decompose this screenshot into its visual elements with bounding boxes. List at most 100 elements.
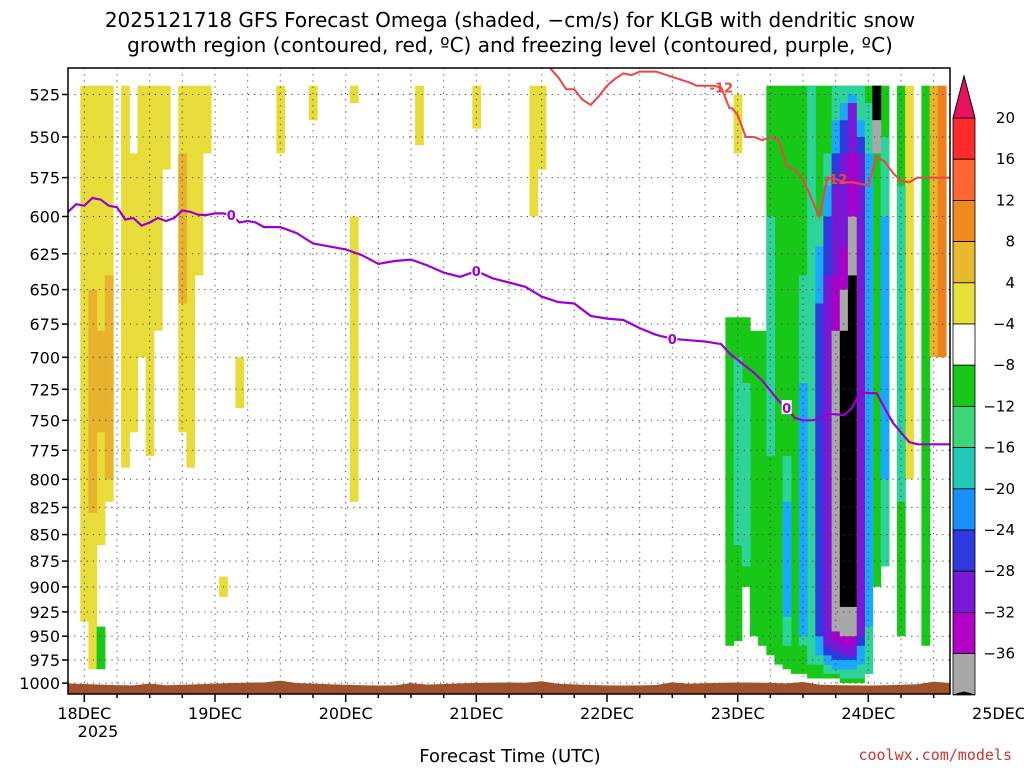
x-tick-label: 18DEC: [57, 704, 111, 723]
omega-cell: [864, 153, 874, 627]
chart-title-line2: growth region (contoured, red, ºC) and f…: [127, 33, 893, 57]
omega-cell: [194, 85, 204, 276]
omega-cell: [415, 85, 424, 146]
omega-cell: [88, 289, 98, 513]
omega-cell: [529, 85, 539, 217]
freezing-level-label: 0: [782, 402, 791, 417]
y-tick-label: 750: [29, 411, 60, 430]
omega-cell: [104, 275, 114, 480]
colorbar-label: 12: [996, 191, 1015, 209]
y-tick-label: 600: [29, 208, 60, 227]
colorbar-swatch: [952, 653, 976, 696]
colorbar-swatch: [952, 323, 976, 366]
omega-cell: [839, 330, 849, 607]
chart-title-line1: 2025121718 GFS Forecast Omega (shaded, −…: [105, 8, 915, 32]
y-tick-label: 825: [29, 498, 60, 517]
freezing-label-bg: [226, 206, 237, 221]
colorbar-swatch: [952, 529, 976, 572]
colorbar-label: 16: [996, 150, 1015, 168]
y-tick-label: 950: [29, 627, 60, 646]
omega-cell: [856, 153, 865, 637]
omega-cell: [153, 85, 163, 331]
omega-cell: [308, 85, 318, 121]
omega-cell: [905, 85, 914, 480]
omega-cell: [178, 153, 188, 304]
colorbar-swatch: [952, 612, 976, 655]
y-tick-label: 925: [29, 603, 60, 622]
colorbar-swatch: [952, 117, 976, 160]
y-tick-label: 900: [29, 578, 60, 597]
omega-cell: [815, 303, 825, 637]
colorbar-label: −4: [993, 315, 1015, 333]
y-axis: 525 550 575 600 625 650 675 700 725 750 775 800 825 8…: [19, 86, 68, 693]
y-tick-label: 975: [29, 651, 60, 670]
omega-cell: [145, 85, 155, 457]
omega-cell: [831, 330, 841, 632]
x-axis-title: Forecast Time (UTC): [419, 746, 600, 767]
omega-cell: [129, 153, 139, 433]
y-tick-label: 700: [29, 348, 60, 367]
omega-cell: [349, 216, 359, 502]
omega-cell: [96, 626, 106, 670]
omega-cell: [766, 216, 776, 457]
y-tick-label: 775: [29, 441, 60, 460]
x-tick-label: 21DEC: [449, 704, 503, 723]
omega-cell: [733, 357, 743, 546]
omega-cell: [235, 357, 245, 409]
omega-cell: [896, 185, 906, 502]
y-tick-label: 650: [29, 281, 60, 300]
omega-cell: [872, 85, 882, 121]
colorbar-bottom-arrow: [952, 691, 976, 696]
omega-cell: [872, 85, 882, 587]
omega-cell: [161, 85, 171, 170]
omega-cell: [774, 85, 784, 665]
colorbar-swatch: [952, 158, 976, 201]
omega-cell: [929, 85, 939, 358]
omega-cell: [186, 85, 196, 468]
colorbar-swatch: [952, 488, 976, 531]
freezing-level-label: 0: [472, 265, 481, 280]
x-subtick-year: 2025: [78, 722, 119, 741]
omega-cell: [847, 275, 857, 607]
dgz-contour-line: [655, 70, 950, 220]
omega-cell: [758, 330, 767, 646]
y-tick-label: 800: [29, 470, 60, 489]
credit-link[interactable]: coolwx.com/models: [858, 746, 1012, 764]
omega-cell: [741, 383, 751, 567]
x-tick-label: 23DEC: [711, 704, 765, 723]
freezing-label-bg: [667, 330, 678, 345]
colorbar-label: 4: [1005, 274, 1015, 292]
contours: 0 0 0 0 -12 -12: [68, 68, 950, 446]
x-tick-label: 24DEC: [841, 704, 895, 723]
y-tick-label: 875: [29, 552, 60, 571]
omega-cell: [472, 85, 482, 129]
y-tick-label: 675: [29, 315, 60, 334]
colorbar-swatch: [952, 282, 976, 325]
colorbar-swatch: [952, 199, 976, 242]
y-tick-label: 550: [29, 128, 60, 147]
colorbar: 20 16 12 8 4 −4 −8 −12 −16 −20 −24 −28 −32 −36: [952, 74, 1015, 696]
y-tick-label: 725: [29, 380, 60, 399]
omega-cell: [823, 275, 833, 646]
y-tick-label: 850: [29, 526, 60, 545]
colorbar-label: −16: [983, 439, 1015, 457]
omega-cell: [202, 85, 212, 154]
omega-cell: [880, 216, 890, 480]
omega-cell: [807, 85, 816, 665]
omega-cell: [96, 85, 106, 546]
omega-cell: [749, 330, 759, 637]
colorbar-swatch: [952, 570, 976, 613]
y-tick-label: 625: [29, 245, 60, 264]
x-tick-label: 20DEC: [319, 704, 373, 723]
freezing-level-label: 0: [668, 333, 677, 348]
x-tick-label: 19DEC: [188, 704, 242, 723]
freezing-level-label: 0: [227, 209, 236, 224]
freezing-label-bg: [781, 400, 792, 415]
omega-shading: [80, 85, 947, 684]
colorbar-label: −32: [983, 603, 1015, 621]
omega-cell: [276, 85, 286, 154]
y-tick-label: 1000: [19, 674, 60, 693]
colorbar-swatch: [952, 364, 976, 407]
omega-cell: [872, 120, 882, 154]
